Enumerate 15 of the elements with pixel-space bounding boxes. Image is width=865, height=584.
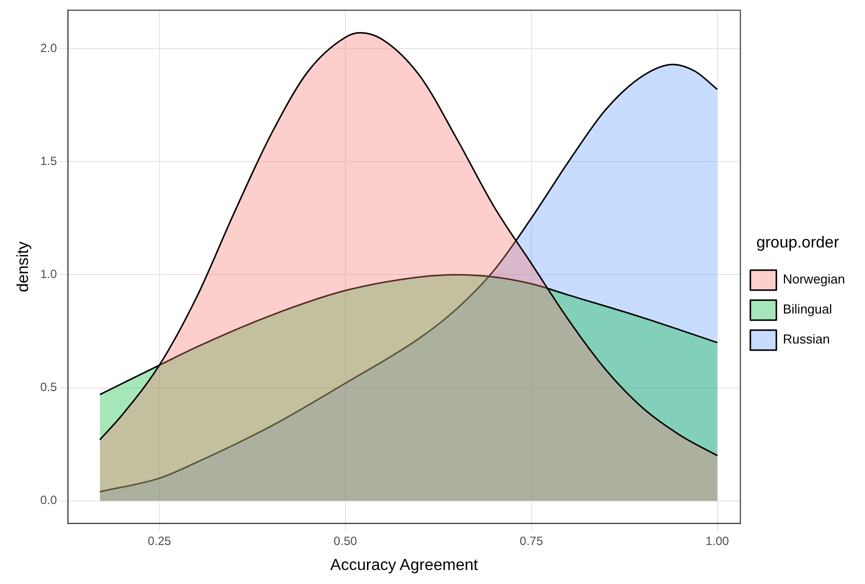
y-axis-title: density — [15, 241, 32, 292]
y-tick-label: 1.5 — [40, 154, 58, 168]
y-tick-label: 0.5 — [40, 380, 58, 394]
legend-label: Bilingual — [782, 302, 832, 317]
legend-label: Russian — [782, 332, 830, 347]
x-tick-label: 0.25 — [148, 534, 172, 548]
y-tick-label: 0.0 — [40, 493, 58, 508]
legend-title: group.order — [756, 234, 840, 252]
y-tick-label: 1.0 — [40, 267, 58, 282]
legend-label: Norwegian — [782, 272, 846, 287]
x-tick-label: 1.00 — [706, 534, 730, 548]
x-axis-title: Accuracy Agreement — [330, 556, 478, 574]
y-tick-label: 2.0 — [40, 40, 58, 55]
x-tick-label: 0.50 — [334, 534, 358, 548]
x-tick-label: 0.75 — [520, 534, 544, 548]
